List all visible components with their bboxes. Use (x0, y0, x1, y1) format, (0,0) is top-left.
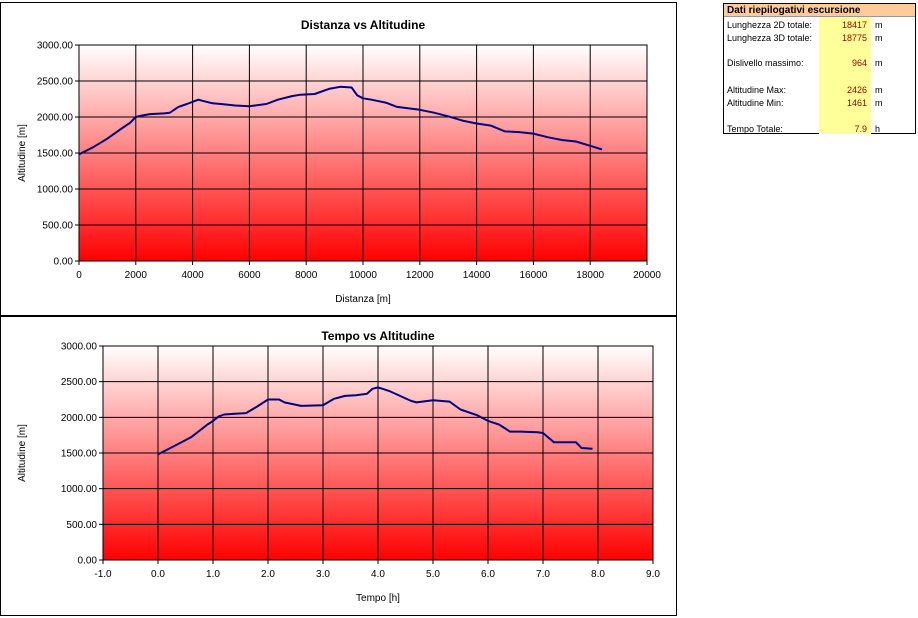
summary-value: 18775 (841, 33, 867, 43)
x-tick-label: 18000 (576, 270, 604, 281)
summary-label: Altitudine Min: (727, 98, 784, 108)
chart-distanza-svg: 0.00 500.00 1000.00 1500.00 2000.00 2500.00 30… (17, 18, 661, 305)
y-tick-label: 3000.00 (37, 41, 74, 52)
y-tick-label: 500.00 (42, 221, 73, 232)
summary-label: Tempo Totale: (727, 124, 783, 134)
series-line (157, 386, 593, 456)
summary-label: Altitudine Max: (727, 85, 787, 95)
summary-label: Lunghezza 3D totale: (727, 33, 813, 43)
summary-unit: m (875, 98, 883, 108)
y-tick-label: 0.00 (78, 556, 98, 567)
x-tick-label: 0.0 (151, 569, 165, 580)
summary-row: Altitudine Max: 2426 m (724, 84, 915, 96)
x-tick-label: 2.0 (261, 569, 275, 580)
x-tick-label: -1.0 (94, 569, 112, 580)
y-axis-label: Altitudine [m] (17, 424, 28, 482)
x-tick-label: 9.0 (646, 569, 660, 580)
x-tick-label: 0 (76, 270, 82, 281)
chart-title: Distanza vs Altitudine (301, 18, 426, 32)
y-tick-label: 0.00 (54, 257, 74, 268)
x-tick-label: 4000 (181, 270, 204, 281)
summary-row: Tempo Totale: 7.9 h (724, 123, 915, 135)
chart-tempo-svg: 0.00 500.00 1000.00 1500.00 2000.00 2500.00 30… (17, 329, 660, 604)
y-tick-label: 1000.00 (61, 484, 98, 495)
series-line (78, 85, 603, 156)
chart-title: Tempo vs Altitudine (321, 329, 435, 343)
summary-value: 2426 (846, 85, 867, 95)
summary-unit: h (875, 124, 881, 134)
y-tick-label: 2500.00 (37, 77, 74, 88)
x-tick-label: 16000 (519, 270, 547, 281)
summary-value: 964 (851, 58, 867, 68)
chart-panel-distanza: 0.00 500.00 1000.00 1500.00 2000.00 2500.00 30… (0, 2, 677, 316)
summary-unit: m (875, 20, 883, 30)
x-tick-label: 12000 (406, 270, 434, 281)
x-axis-label: Tempo [h] (356, 593, 400, 604)
summary-unit: m (875, 85, 883, 95)
y-tick-label: 2500.00 (61, 377, 98, 388)
summary-label: Lunghezza 2D totale: (727, 20, 813, 30)
x-tick-label: 8000 (295, 270, 318, 281)
summary-row: Dislivello massimo: 964 m (724, 57, 915, 69)
summary-label: Dislivello massimo: (727, 58, 804, 68)
y-tick-label: 1000.00 (37, 185, 74, 196)
x-axis-label: Distanza [m] (335, 294, 391, 305)
x-tick-label: 7.0 (536, 569, 550, 580)
summary-value: 18417 (841, 20, 867, 30)
plot-border (102, 345, 654, 561)
summary-row: Lunghezza 2D totale: 18417 m (724, 19, 915, 31)
summary-title: Dati riepilogativi escursione (724, 4, 915, 17)
x-tick-label: 20000 (633, 270, 661, 281)
summary-value-column (819, 17, 871, 134)
x-tick-label: 5.0 (426, 569, 440, 580)
x-tick-label: 3.0 (316, 569, 330, 580)
summary-table: Dati riepilogativi escursione Lunghezza … (723, 3, 916, 134)
x-tick-label: 10000 (349, 270, 377, 281)
x-tick-label: 1.0 (206, 569, 220, 580)
x-tick-label: 8.0 (591, 569, 605, 580)
x-tick-label: 6.0 (481, 569, 495, 580)
summary-row: Lunghezza 3D totale: 18775 m (724, 32, 915, 44)
summary-value: 7.9 (854, 124, 867, 134)
x-tick-label: 14000 (463, 270, 491, 281)
y-tick-label: 1500.00 (37, 149, 74, 160)
chart-panel-tempo: 0.00 500.00 1000.00 1500.00 2000.00 2500.00 30… (0, 316, 677, 616)
summary-unit: m (875, 58, 883, 68)
y-tick-label: 3000.00 (61, 342, 98, 353)
y-tick-label: 2000.00 (61, 413, 98, 424)
y-tick-label: 1500.00 (61, 449, 98, 460)
y-tick-label: 2000.00 (37, 113, 74, 124)
summary-unit: m (875, 33, 883, 43)
x-tick-label: 2000 (125, 270, 148, 281)
y-tick-label: 500.00 (66, 520, 97, 531)
summary-row: Altitudine Min: 1461 m (724, 97, 915, 109)
y-axis-label: Altitudine [m] (17, 124, 28, 182)
summary-value: 1461 (846, 98, 867, 108)
x-tick-label: 6000 (238, 270, 261, 281)
x-tick-label: 4.0 (371, 569, 385, 580)
plot-border (78, 44, 648, 262)
